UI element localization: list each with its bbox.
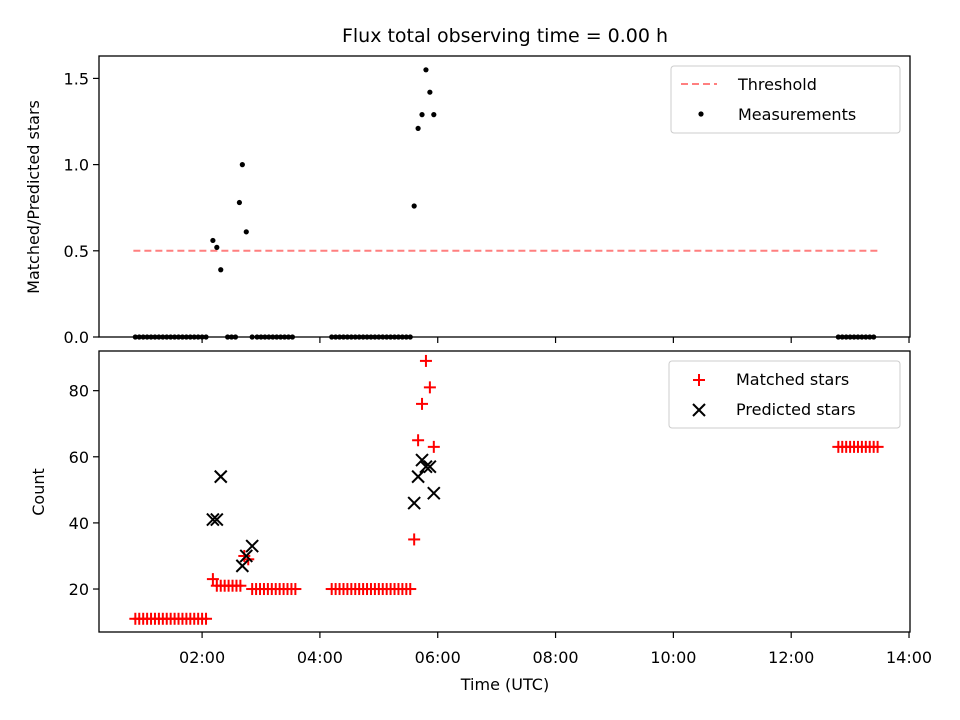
x-tick-label: 14:00 (886, 648, 932, 667)
top-y-tick-label: 1.5 (64, 69, 89, 88)
predicted-star-marker (419, 459, 433, 474)
top-y-tick-label: 0.0 (64, 328, 89, 347)
top-y-tick-label: 0.5 (64, 242, 89, 261)
x-tick-label: 04:00 (297, 648, 343, 667)
matched-star-marker (206, 573, 219, 586)
measurement-point (214, 244, 220, 250)
predicted-star-marker (239, 549, 253, 563)
matched-star-marker (871, 440, 884, 453)
x-tick-label: 06:00 (415, 648, 461, 667)
x-tick-label: 08:00 (533, 648, 579, 667)
top-plot-panel: 0.0 0.5 1.0 1.5 Matched/Predicted stars Thr… (24, 55, 911, 347)
top-legend-box (670, 65, 901, 134)
measurement-point (239, 162, 245, 168)
legend-measurements-swatch (698, 111, 704, 117)
measurement-point (427, 89, 433, 95)
bottom-plot-panel: 20 40 60 80 02:00 04:00 06:00 08:00 10:00 12:00 14… (29, 350, 932, 694)
legend-predicted-label: Predicted stars (736, 400, 856, 419)
bottom-y-axis-label: Count (29, 468, 48, 516)
predicted-star-marker (407, 496, 421, 510)
measurement-point (243, 229, 249, 235)
matched-star-marker (412, 434, 425, 447)
predicted-star-marker (235, 559, 250, 573)
bottom-y-tick-label: 40 (69, 514, 89, 533)
measurement-point (419, 112, 425, 118)
matched-star-marker (289, 583, 302, 596)
measurement-point (210, 237, 216, 244)
bottom-y-tick-label: 80 (69, 382, 89, 401)
predicted-star-marker (245, 539, 259, 553)
top-legend: Threshold Measurements (670, 65, 901, 134)
bottom-legend: Matched stars Predicted stars (668, 360, 901, 429)
measurement-point (411, 203, 417, 209)
legend-threshold-label: Threshold (737, 75, 817, 94)
chart-title: Flux total observing time = 0.00 h (342, 25, 668, 47)
matched-star-marker (408, 533, 421, 546)
legend-matched-swatch (693, 374, 705, 386)
legend-measurements-label: Measurements (738, 105, 856, 124)
measurement-point (218, 267, 224, 273)
predicted-star-marker (411, 469, 425, 484)
matched-star-marker (416, 397, 429, 410)
predicted-star-marker (423, 459, 437, 474)
measurement-point (415, 125, 421, 132)
x-tick-label: 02:00 (179, 648, 225, 667)
matched-star-marker (200, 612, 213, 625)
legend-matched-label: Matched stars (736, 370, 849, 389)
top-axes-frame (98, 55, 911, 338)
matched-star-marker (427, 440, 440, 453)
measurement-point (431, 112, 437, 118)
x-axis-label: Time (UTC) (460, 675, 549, 694)
predicted-star-marker (206, 512, 220, 527)
bottom-axes-frame (98, 350, 911, 633)
predicted-star-marker (214, 469, 228, 484)
matched-star-marker (404, 583, 417, 596)
matched-star-marker (419, 354, 432, 367)
predicted-star-marker (427, 486, 441, 500)
top-y-tick-label: 1.0 (64, 156, 89, 175)
legend-predicted-swatch (692, 403, 706, 417)
matched-star-marker (423, 381, 436, 394)
bottom-y-tick-label: 60 (69, 448, 89, 467)
measurement-point (423, 67, 429, 73)
x-tick-label: 12:00 (768, 648, 814, 667)
predicted-star-marker (210, 512, 224, 527)
x-tick-label: 10:00 (650, 648, 696, 667)
measurement-point (236, 199, 243, 206)
bottom-y-tick-label: 20 (69, 580, 89, 599)
top-y-axis-label: Matched/Predicted stars (24, 100, 43, 294)
bottom-legend-box (668, 360, 901, 429)
matched-star-marker (234, 579, 247, 592)
